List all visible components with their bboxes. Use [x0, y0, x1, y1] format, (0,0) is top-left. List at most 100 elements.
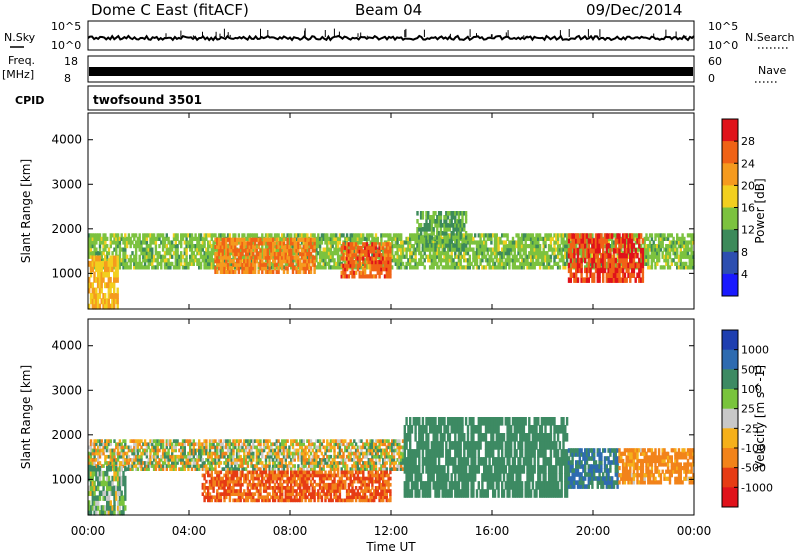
- echo-cell: [483, 251, 485, 255]
- echo-cell: [582, 253, 584, 259]
- echo-cell: [294, 455, 296, 459]
- echo-cell: [377, 237, 379, 241]
- echo-cell: [313, 270, 315, 274]
- echo-cell: [624, 243, 626, 249]
- echo-cell: [90, 272, 92, 278]
- echo-cell: [111, 266, 113, 272]
- echo-cell: [176, 251, 178, 255]
- echo-cell: [313, 259, 315, 263]
- echo-cell: [126, 244, 128, 248]
- echo-cell: [333, 258, 335, 262]
- echo-cell: [602, 243, 604, 249]
- echo-cell: [355, 271, 357, 275]
- echo-cell: [626, 258, 628, 264]
- echo-cell: [573, 243, 575, 249]
- echo-cell: [434, 211, 436, 216]
- echo-cell: [146, 240, 148, 244]
- echo-cell: [606, 238, 608, 244]
- echo-cell: [108, 272, 110, 278]
- echo-cell: [283, 238, 285, 242]
- echo-cell: [113, 282, 115, 288]
- echo-cell: [373, 249, 375, 253]
- echo-cell: [243, 238, 245, 242]
- echo-cell: [613, 253, 615, 259]
- echo-cell: [290, 248, 292, 252]
- echo-cell: [633, 258, 635, 264]
- echo-cell: [119, 240, 121, 244]
- echo-cell: [640, 233, 642, 239]
- echo-cell: [97, 298, 99, 304]
- echo-cell: [389, 253, 391, 257]
- echo-cell: [431, 223, 433, 228]
- echo-cell: [422, 235, 424, 240]
- echo-cell: [577, 248, 579, 254]
- echo-cell: [638, 238, 640, 244]
- echo-cell: [263, 241, 265, 245]
- echo-cell: [611, 233, 613, 239]
- echo-cell: [110, 244, 112, 248]
- echo-cell: [176, 233, 178, 237]
- echo-cell: [642, 238, 644, 244]
- cpid-text: twofsound 3501: [93, 93, 202, 107]
- echo-cell: [238, 270, 240, 274]
- echo-cell: [131, 240, 133, 244]
- echo-cell: [313, 238, 315, 242]
- echo-cell: [109, 288, 111, 294]
- echo-cell: [265, 263, 267, 267]
- echo-cell: [443, 247, 445, 252]
- nsky-trace: [88, 28, 694, 40]
- echo-cell: [683, 237, 685, 241]
- echo-cell: [185, 251, 187, 255]
- echo-cell: [631, 233, 633, 239]
- echo-cell: [636, 253, 638, 259]
- echo-cell: [405, 251, 407, 255]
- echo-cell: [119, 251, 121, 255]
- echo-cell: [508, 262, 510, 266]
- echo-cell: [400, 233, 402, 237]
- echo-cell: [626, 277, 628, 283]
- echo-cell: [505, 240, 507, 244]
- echo-cell: [588, 243, 590, 249]
- echo-cell: [198, 240, 200, 244]
- echo-cell: [380, 271, 382, 275]
- echo-cell: [104, 256, 106, 262]
- echo-cell: [557, 240, 559, 244]
- echo-cell: [631, 248, 633, 254]
- echo-cell: [272, 270, 274, 274]
- echo-cell: [440, 219, 442, 224]
- echo-cell: [622, 268, 624, 274]
- echo-cell: [463, 227, 465, 232]
- echo-cell: [389, 249, 391, 253]
- echo-cell: [191, 240, 193, 244]
- echo-cell: [597, 253, 599, 259]
- echo-cell: [460, 231, 462, 236]
- echo-cell: [169, 251, 171, 255]
- echo-cell: [434, 243, 436, 248]
- echo-cell: [429, 251, 431, 255]
- echo-cell: [396, 251, 398, 255]
- echo-cell: [606, 248, 608, 254]
- echo-cell: [469, 255, 471, 259]
- echo-cell: [389, 264, 391, 268]
- echo-cell: [575, 273, 577, 279]
- echo-cell: [580, 263, 582, 269]
- echo-cell: [465, 235, 467, 240]
- echo-cell: [99, 293, 101, 299]
- echo-cell: [465, 243, 467, 248]
- echo-cell: [461, 239, 463, 244]
- echo-cell: [429, 239, 431, 244]
- echo-cell: [626, 253, 628, 259]
- echo-cell: [690, 244, 692, 248]
- echo-cell: [203, 240, 205, 244]
- echo-cell: [584, 243, 586, 249]
- echo-cell: [303, 439, 305, 443]
- echo-cell: [580, 273, 582, 279]
- echo-cell: [167, 237, 169, 241]
- echo-cell: [589, 233, 591, 239]
- echo-cell: [218, 259, 220, 263]
- echo-cell: [313, 241, 315, 245]
- echo-cell: [445, 219, 447, 224]
- echo-cell: [609, 253, 611, 259]
- echo-cell: [261, 259, 263, 263]
